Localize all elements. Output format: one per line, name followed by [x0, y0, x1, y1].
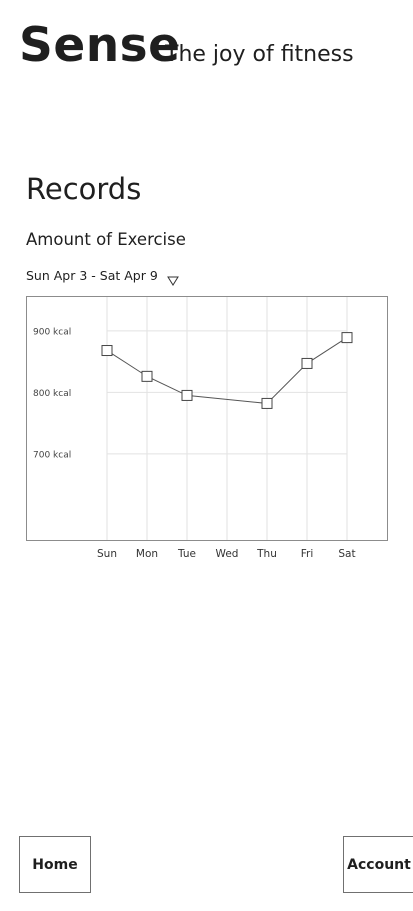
home-button[interactable]: Home — [19, 836, 91, 893]
data-point-marker — [182, 390, 192, 400]
data-point-marker — [142, 371, 152, 381]
exercise-chart: 900 kcal 800 kcal 700 kcal Sun Mon Tue Wed Thu F… — [0, 0, 413, 570]
x-tick-label: Thu — [256, 548, 277, 560]
x-tick-label: Fri — [301, 548, 314, 560]
data-point-marker — [262, 398, 272, 408]
account-button[interactable]: Account — [343, 836, 413, 893]
x-tick-label: Sat — [338, 548, 355, 560]
y-tick-label: 700 kcal — [33, 450, 71, 460]
data-point-marker — [342, 333, 352, 343]
x-tick-label: Mon — [136, 548, 158, 560]
data-point-marker — [102, 346, 112, 356]
x-tick-label: Sun — [97, 548, 117, 560]
data-point-marker — [302, 358, 312, 368]
x-tick-label: Wed — [216, 548, 239, 560]
y-tick-label: 800 kcal — [33, 389, 71, 399]
y-tick-label: 900 kcal — [33, 327, 71, 337]
x-tick-label: Tue — [177, 548, 196, 560]
